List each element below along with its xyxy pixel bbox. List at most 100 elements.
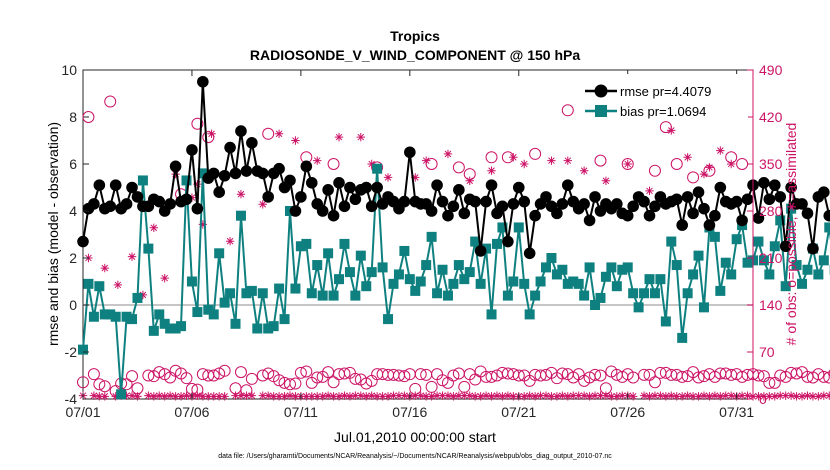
- bias-point: [824, 222, 830, 233]
- assimilated-obs-marker: [667, 391, 676, 400]
- assimilated-obs-marker: [95, 392, 104, 401]
- bias-point: [802, 264, 813, 275]
- rmse-point: [801, 207, 814, 220]
- possible-obs-marker: [169, 364, 182, 377]
- possible-obs-marker: [262, 127, 275, 140]
- bias-point: [726, 269, 737, 280]
- assimilated-obs-marker: [628, 392, 638, 401]
- assimilated-obs-marker: [182, 391, 191, 400]
- assimilated-obs-marker: [411, 391, 420, 400]
- rmse-point: [709, 209, 721, 222]
- possible-obs-marker: [621, 158, 634, 170]
- assimilated-obs-marker: [509, 153, 518, 162]
- bias-point: [78, 344, 88, 355]
- rmse-point: [235, 125, 247, 137]
- assimilated-obs-marker: [590, 391, 600, 400]
- rmse-point: [807, 242, 819, 255]
- rmse-point: [447, 200, 460, 213]
- y2-tick-label: 350: [759, 156, 783, 172]
- legend-bias-marker: [595, 105, 607, 117]
- assimilated-obs-marker: [209, 392, 218, 401]
- x-axis-label: Jul.01,2010 00:00:00 start: [334, 429, 496, 445]
- assimilated-obs-marker: [160, 392, 169, 401]
- assimilated-obs-marker: [111, 392, 120, 401]
- bias-point: [470, 236, 481, 247]
- rmse-point: [611, 198, 623, 210]
- possible-obs-marker: [414, 368, 427, 381]
- possible-obs-marker: [589, 368, 602, 381]
- assimilated-obs-marker: [727, 391, 736, 400]
- rmse-point: [649, 200, 661, 213]
- bias-point: [562, 278, 573, 289]
- assimilated-obs-marker: [677, 392, 687, 401]
- bias-point: [421, 260, 432, 271]
- possible-obs-marker: [529, 147, 542, 160]
- possible-obs-marker: [774, 369, 787, 382]
- rmse-point: [360, 181, 373, 194]
- assimilated-obs-marker: [204, 392, 213, 401]
- bias-point: [655, 274, 666, 285]
- possible-obs-marker: [289, 377, 302, 390]
- bias-point: [94, 281, 105, 292]
- possible-obs-marker: [452, 161, 465, 174]
- assimilated-obs-marker: [639, 391, 649, 400]
- y2-axis-label: # of obs: o=possible; ∗=assimilated: [783, 123, 799, 346]
- bias-point: [698, 302, 709, 313]
- assimilated-obs-marker: [443, 391, 453, 400]
- possible-obs-marker: [812, 368, 825, 381]
- bias-point: [557, 264, 568, 275]
- possible-obs-marker: [273, 374, 286, 387]
- assimilated-obs-marker: [601, 176, 611, 185]
- rmse-point: [670, 193, 683, 206]
- assimilated-obs-marker: [792, 392, 801, 401]
- possible-obs-marker: [294, 366, 307, 379]
- assimilated-obs-marker: [427, 392, 436, 401]
- possible-obs-marker: [300, 365, 313, 378]
- rmse-point: [333, 177, 345, 189]
- assimilated-obs-marker: [236, 391, 246, 400]
- rmse-point: [578, 198, 590, 210]
- assimilated-obs-marker: [329, 392, 338, 401]
- assimilated-obs-marker: [721, 391, 730, 400]
- possible-obs-marker: [469, 373, 482, 386]
- bias-point: [568, 276, 579, 287]
- bias-point: [176, 321, 187, 332]
- assimilated-obs-marker: [819, 391, 829, 400]
- rmse-point: [714, 181, 727, 194]
- bias-point: [464, 267, 475, 278]
- bias-point: [312, 260, 323, 271]
- assimilated-obs-marker: [465, 391, 474, 400]
- bias-point: [546, 253, 557, 263]
- bias-point: [317, 290, 328, 301]
- assimilated-obs-marker: [618, 391, 627, 400]
- bias-point: [481, 243, 492, 254]
- bias-point: [257, 288, 268, 299]
- possible-obs-marker: [77, 376, 89, 389]
- possible-obs-marker: [126, 370, 139, 383]
- rmse-point: [512, 181, 525, 194]
- assimilated-obs-marker: [536, 391, 545, 400]
- assimilated-obs-marker: [503, 391, 513, 400]
- assimilated-obs-marker: [207, 129, 216, 138]
- assimilated-obs-marker: [155, 391, 164, 400]
- assimilated-obs-marker: [645, 186, 654, 196]
- rmse-point: [763, 193, 776, 206]
- bias-point: [355, 250, 366, 261]
- assimilated-obs-marker: [449, 392, 458, 401]
- possible-obs-marker: [436, 374, 449, 387]
- y-axis-label: rmse and bias (model - observation): [45, 122, 61, 346]
- bias-point: [372, 163, 383, 174]
- assimilated-obs-marker: [661, 392, 671, 401]
- assimilated-obs-marker: [127, 252, 137, 261]
- bias-point: [519, 278, 530, 289]
- rmse-point: [485, 179, 498, 191]
- legend-bias-label: bias pr=1.0694: [620, 104, 706, 119]
- rmse-point: [295, 191, 307, 203]
- bias-point: [274, 283, 285, 294]
- assimilated-obs-marker: [754, 392, 763, 401]
- assimilated-obs-marker: [667, 126, 676, 135]
- assimilated-obs-marker: [432, 391, 442, 400]
- assimilated-obs-marker: [612, 392, 622, 401]
- bias-point: [393, 269, 404, 280]
- assimilated-obs-marker: [694, 392, 703, 401]
